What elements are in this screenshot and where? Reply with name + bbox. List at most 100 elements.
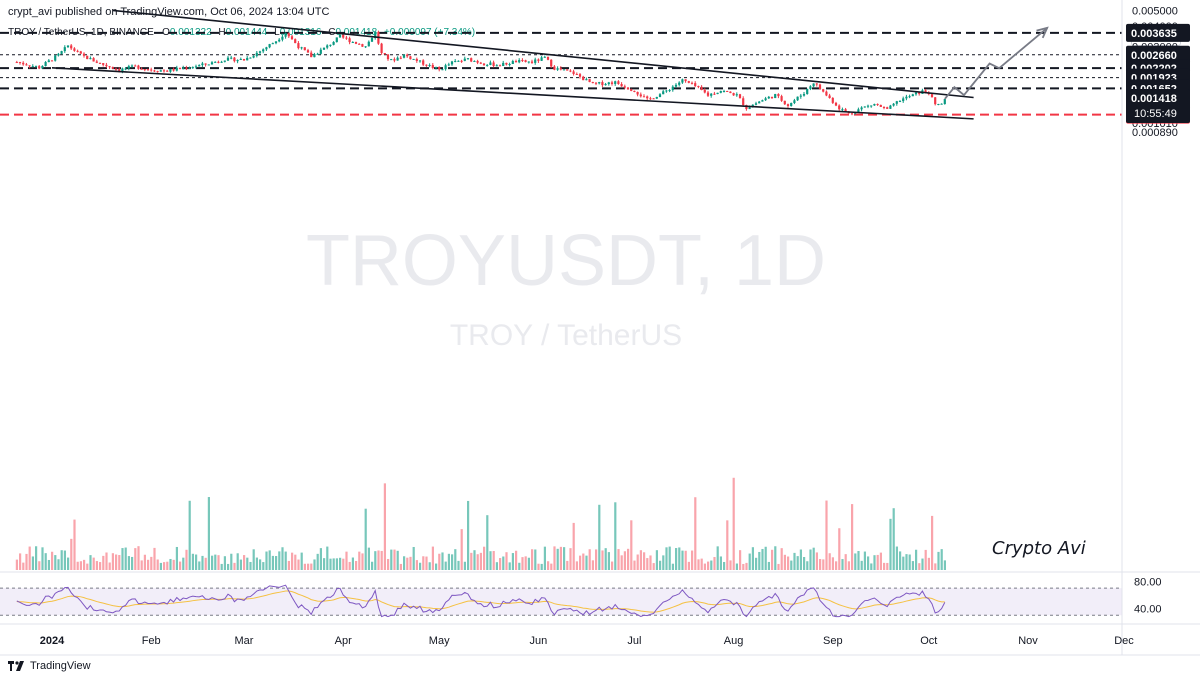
candle-body	[70, 45, 73, 49]
volume-bar	[127, 556, 130, 570]
candle-body	[44, 62, 47, 66]
candle	[294, 38, 297, 44]
candle	[47, 59, 50, 63]
volume-bar	[310, 563, 313, 570]
candle-body	[569, 70, 572, 72]
candle	[783, 100, 786, 105]
candle-body	[255, 52, 258, 57]
candle	[265, 46, 268, 52]
candle	[73, 47, 76, 52]
candle-body	[54, 55, 57, 61]
volume-bar	[246, 557, 249, 570]
candle	[50, 60, 54, 62]
candle	[540, 55, 543, 62]
candle-body	[540, 57, 543, 61]
candle	[380, 42, 383, 55]
candle-body	[386, 54, 390, 60]
tradingview-brand[interactable]: TradingView	[8, 660, 91, 672]
volume-bar	[425, 556, 428, 570]
volume-bar	[694, 497, 697, 570]
candle	[700, 85, 703, 91]
candle	[134, 64, 137, 67]
candle	[802, 91, 806, 97]
candle-body	[297, 43, 300, 49]
volume-bar	[924, 549, 927, 570]
volume-bar	[166, 561, 169, 570]
candle-body	[457, 60, 460, 62]
candle-body	[102, 63, 105, 65]
rsi-tick-label: 40.00	[1134, 603, 1162, 615]
volume-bar	[777, 563, 780, 570]
candle-body	[348, 38, 351, 43]
candle-body	[281, 36, 284, 40]
candle-body	[690, 82, 694, 84]
candle-body	[178, 67, 182, 69]
candle	[617, 80, 620, 85]
candle	[297, 41, 300, 50]
candle	[937, 103, 940, 106]
candle-body	[550, 59, 553, 67]
candle-body	[463, 58, 466, 61]
low-label: L	[274, 27, 280, 38]
candle-body	[630, 89, 633, 91]
candle-body	[130, 65, 134, 67]
volume-bar	[278, 551, 281, 570]
candle	[476, 59, 479, 65]
candle-body	[409, 56, 412, 60]
candle	[466, 58, 470, 60]
candle	[873, 103, 876, 106]
volume-bar	[639, 550, 642, 570]
candle	[137, 64, 140, 70]
candle-body	[354, 42, 358, 44]
candle	[354, 41, 358, 45]
candle-body	[447, 64, 450, 66]
candle-body	[822, 89, 825, 92]
volume-bar	[655, 550, 658, 570]
candle	[719, 90, 722, 94]
candle-body	[473, 60, 476, 62]
candle	[892, 103, 895, 107]
candle	[370, 37, 374, 42]
candle	[230, 55, 233, 60]
candle-body	[614, 81, 617, 84]
rsi-tick-label: 80.00	[1134, 576, 1162, 588]
volume-bar	[502, 556, 505, 570]
symbol-name[interactable]: TROY / TetherUS, 1D, BINANCE	[8, 27, 154, 38]
candle-body	[406, 54, 409, 57]
candle-body	[646, 96, 649, 99]
volume-bar	[47, 559, 50, 570]
candle	[876, 103, 879, 106]
candle	[367, 40, 370, 47]
candle	[44, 61, 47, 67]
candle	[492, 60, 495, 68]
volume-bar	[95, 561, 98, 570]
volume-bar	[745, 562, 748, 570]
candle	[911, 93, 914, 97]
x-tick-label: May	[429, 635, 450, 647]
volume-bar	[275, 556, 278, 570]
candle	[489, 60, 492, 66]
candle-body	[18, 62, 22, 64]
candle	[15, 60, 18, 64]
volume-bar	[15, 559, 18, 570]
candle	[793, 98, 796, 105]
volume-bar	[739, 550, 742, 570]
candle-body	[47, 60, 50, 63]
volume-bar	[153, 547, 156, 570]
volume-bar	[41, 547, 44, 570]
volume-bar	[863, 551, 866, 570]
candle-body	[924, 90, 927, 93]
candle-body	[665, 90, 668, 92]
candle-body	[617, 81, 620, 84]
candle	[86, 55, 89, 60]
candle-body	[738, 94, 742, 99]
candle-body	[50, 60, 54, 62]
projection-path	[944, 27, 1048, 100]
candle-body	[159, 70, 162, 72]
candle-body	[111, 67, 114, 69]
candle	[569, 69, 572, 73]
candle	[527, 61, 530, 64]
candle	[415, 57, 418, 63]
candle	[258, 50, 262, 55]
